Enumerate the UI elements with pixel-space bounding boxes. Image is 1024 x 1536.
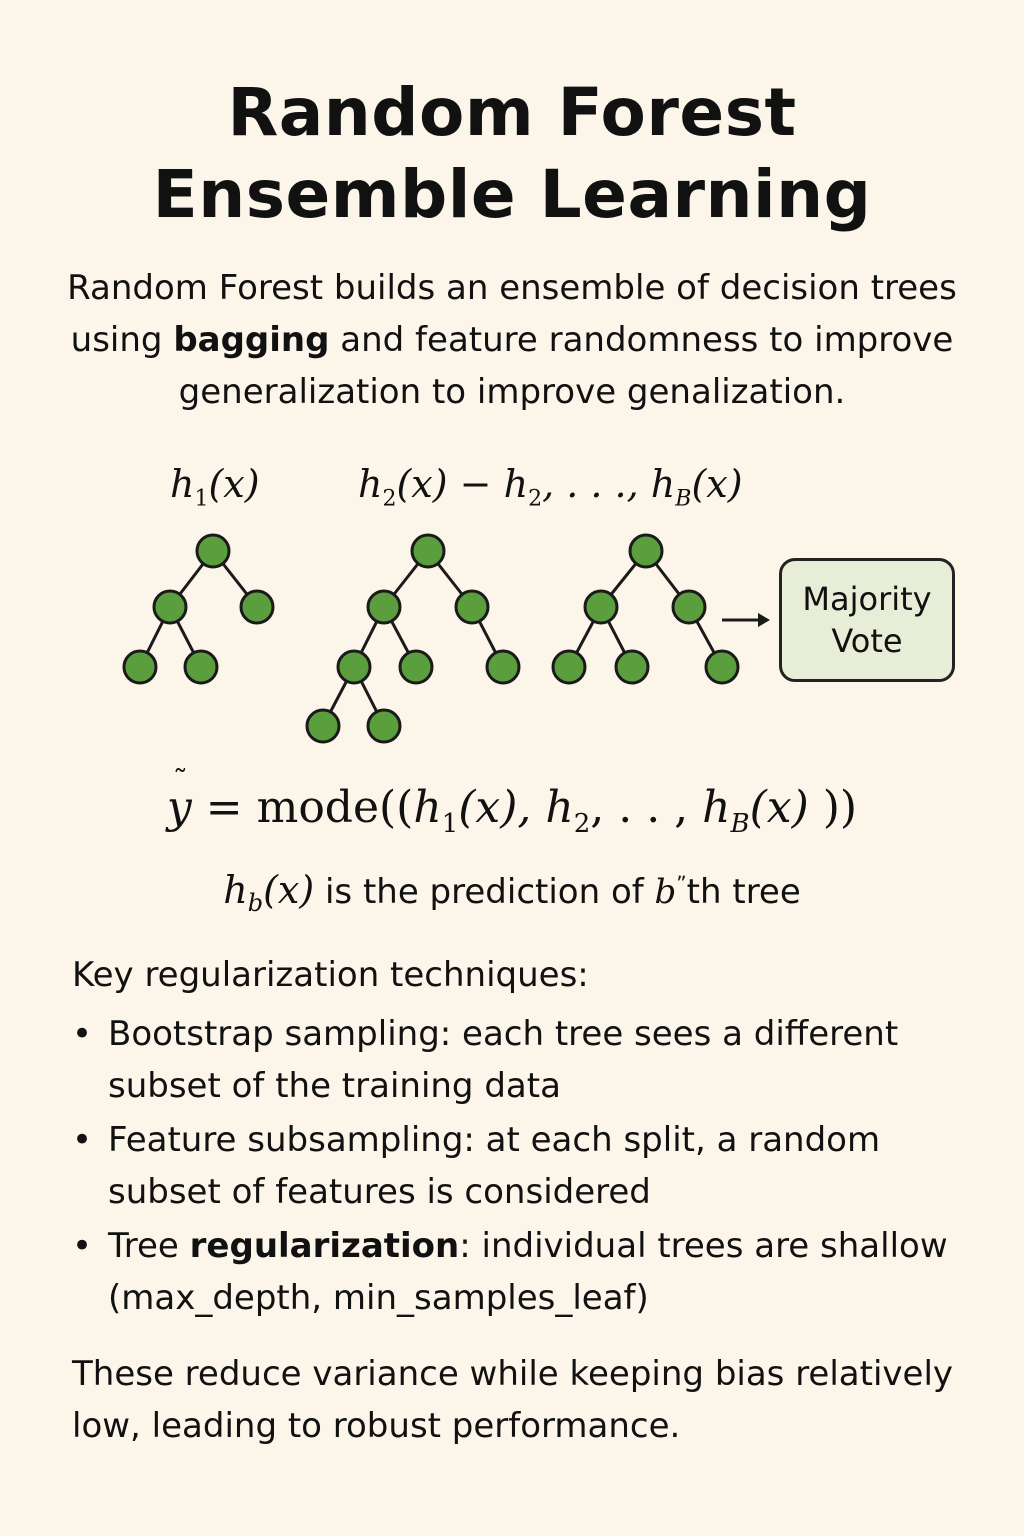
bullet-3-text-post: : individual trees are shallow (max_dept… — [108, 1226, 948, 1318]
formula-t3: h — [702, 782, 731, 833]
tree-3-node — [551, 649, 587, 685]
tree-1-node — [183, 649, 219, 685]
tree-label-2-h3: h — [650, 462, 676, 506]
formula-t2: h — [545, 782, 574, 833]
tree-3-node — [704, 649, 740, 685]
tree-2-node — [336, 649, 372, 685]
key-heading: Key regularization techniques: — [72, 955, 589, 995]
list-item: • Bootstrap sampling: each tree sees a di… — [72, 1008, 952, 1112]
formula-note: hb(x) is the prediction of bˮth tree — [0, 868, 1024, 917]
majority-vote-box: Majority Vote — [779, 558, 955, 682]
tree-label-2-arg: (x) − — [396, 462, 504, 506]
note-arg: (x) — [263, 868, 315, 912]
formula-a1: (x), — [458, 782, 546, 833]
vote-line-2: Vote — [831, 622, 903, 660]
title: Random Forest Ensemble Learning — [0, 72, 1024, 236]
title-line-1: Random Forest — [227, 74, 797, 151]
tree-1-node — [239, 589, 275, 625]
technique-list: • Bootstrap sampling: each tree sees a di… — [72, 1008, 952, 1326]
tree-1-node — [122, 649, 158, 685]
note-h: h — [223, 868, 248, 912]
bullet-2-text: Feature subsampling: at each split, a ra… — [108, 1120, 881, 1212]
tree-2-node — [366, 589, 402, 625]
tree-2-node — [410, 533, 446, 569]
conclusion: These reduce variance while keeping bias… — [72, 1354, 954, 1446]
tree-2-node — [366, 708, 402, 744]
tree-label-2-sep: , . . ., — [542, 462, 651, 506]
note-sub: b — [247, 888, 264, 917]
tree-3-node — [583, 589, 619, 625]
tree-label-2-h: h — [358, 462, 383, 506]
formula-hat: ˜ — [172, 764, 188, 799]
note-tail: th tree — [686, 872, 801, 912]
tree-1-node — [152, 589, 188, 625]
note-sup: ˮ — [676, 871, 687, 896]
formula-eq: = — [191, 782, 257, 833]
tree-3-node — [628, 533, 664, 569]
formula-s3: B — [730, 808, 750, 839]
intro-paragraph: Random Forest builds an ensemble of deci… — [50, 262, 974, 418]
intro-text-2: and feature randomness to improve genera… — [178, 320, 954, 412]
tree-label-2-arg3: (x) — [691, 462, 743, 506]
title-line-2: Ensemble Learning — [152, 156, 872, 233]
intro-bold-term: bagging — [173, 320, 330, 360]
list-item: • Tree regularization: individual trees a… — [72, 1220, 952, 1324]
formula-s1: 1 — [441, 808, 459, 839]
formula-lhs-text: y — [166, 782, 192, 833]
bullet-dot-icon: • — [72, 1120, 93, 1160]
arrow-to-vote — [722, 613, 770, 627]
formula-open: (( — [379, 782, 414, 833]
tree-2-node — [454, 589, 490, 625]
list-item: • Feature subsampling: at each split, a r… — [72, 1114, 952, 1218]
tree-3-node — [614, 649, 650, 685]
formula-a3: (x) — [749, 782, 809, 833]
formula-lhs: ˜ y — [166, 764, 192, 833]
tree-2-node — [485, 649, 521, 685]
tree-label-1: h1(x) — [170, 462, 260, 512]
formula-a2: , . . , — [590, 782, 703, 833]
tree-2-node — [398, 649, 434, 685]
note-text: is the prediction of — [314, 872, 655, 912]
formula-t1: h — [413, 782, 442, 833]
note-b: b — [654, 872, 677, 912]
bullet-dot-icon: • — [72, 1014, 93, 1054]
formula-func: mode — [256, 782, 380, 833]
tree-label-1-arg: (x) — [208, 462, 260, 506]
tree-label-2: h2(x) − h2, . . ., hB(x) — [358, 462, 743, 512]
formula-close: )) — [808, 782, 858, 833]
bullet-3-bold: regularization — [189, 1226, 460, 1266]
tree-label-1-sub: 1 — [194, 486, 209, 512]
mode-formula: ˜ y = mode((h1(x), h2, . . , hB(x) )) — [0, 764, 1024, 839]
bullet-dot-icon: • — [72, 1226, 93, 1266]
tree-1-node — [195, 533, 231, 569]
intro-text-1: Random Forest builds an ensemble of deci… — [67, 268, 957, 360]
formula-s2: 2 — [573, 808, 591, 839]
tree-2-node — [305, 708, 341, 744]
tree-label-2-sub2: 2 — [528, 486, 543, 512]
vote-line-1: Majority — [802, 580, 932, 618]
bullet-1-text: Bootstrap sampling: each tree sees a dif… — [108, 1014, 899, 1106]
tree-label-1-h: h — [170, 462, 195, 506]
tree-3-node — [671, 589, 707, 625]
tree-label-2-h2: h — [503, 462, 529, 506]
bullet-3-text-pre: Tree — [108, 1226, 190, 1266]
tree-label-2-sub3: B — [675, 486, 692, 512]
tree-label-2-sub: 2 — [382, 486, 397, 512]
